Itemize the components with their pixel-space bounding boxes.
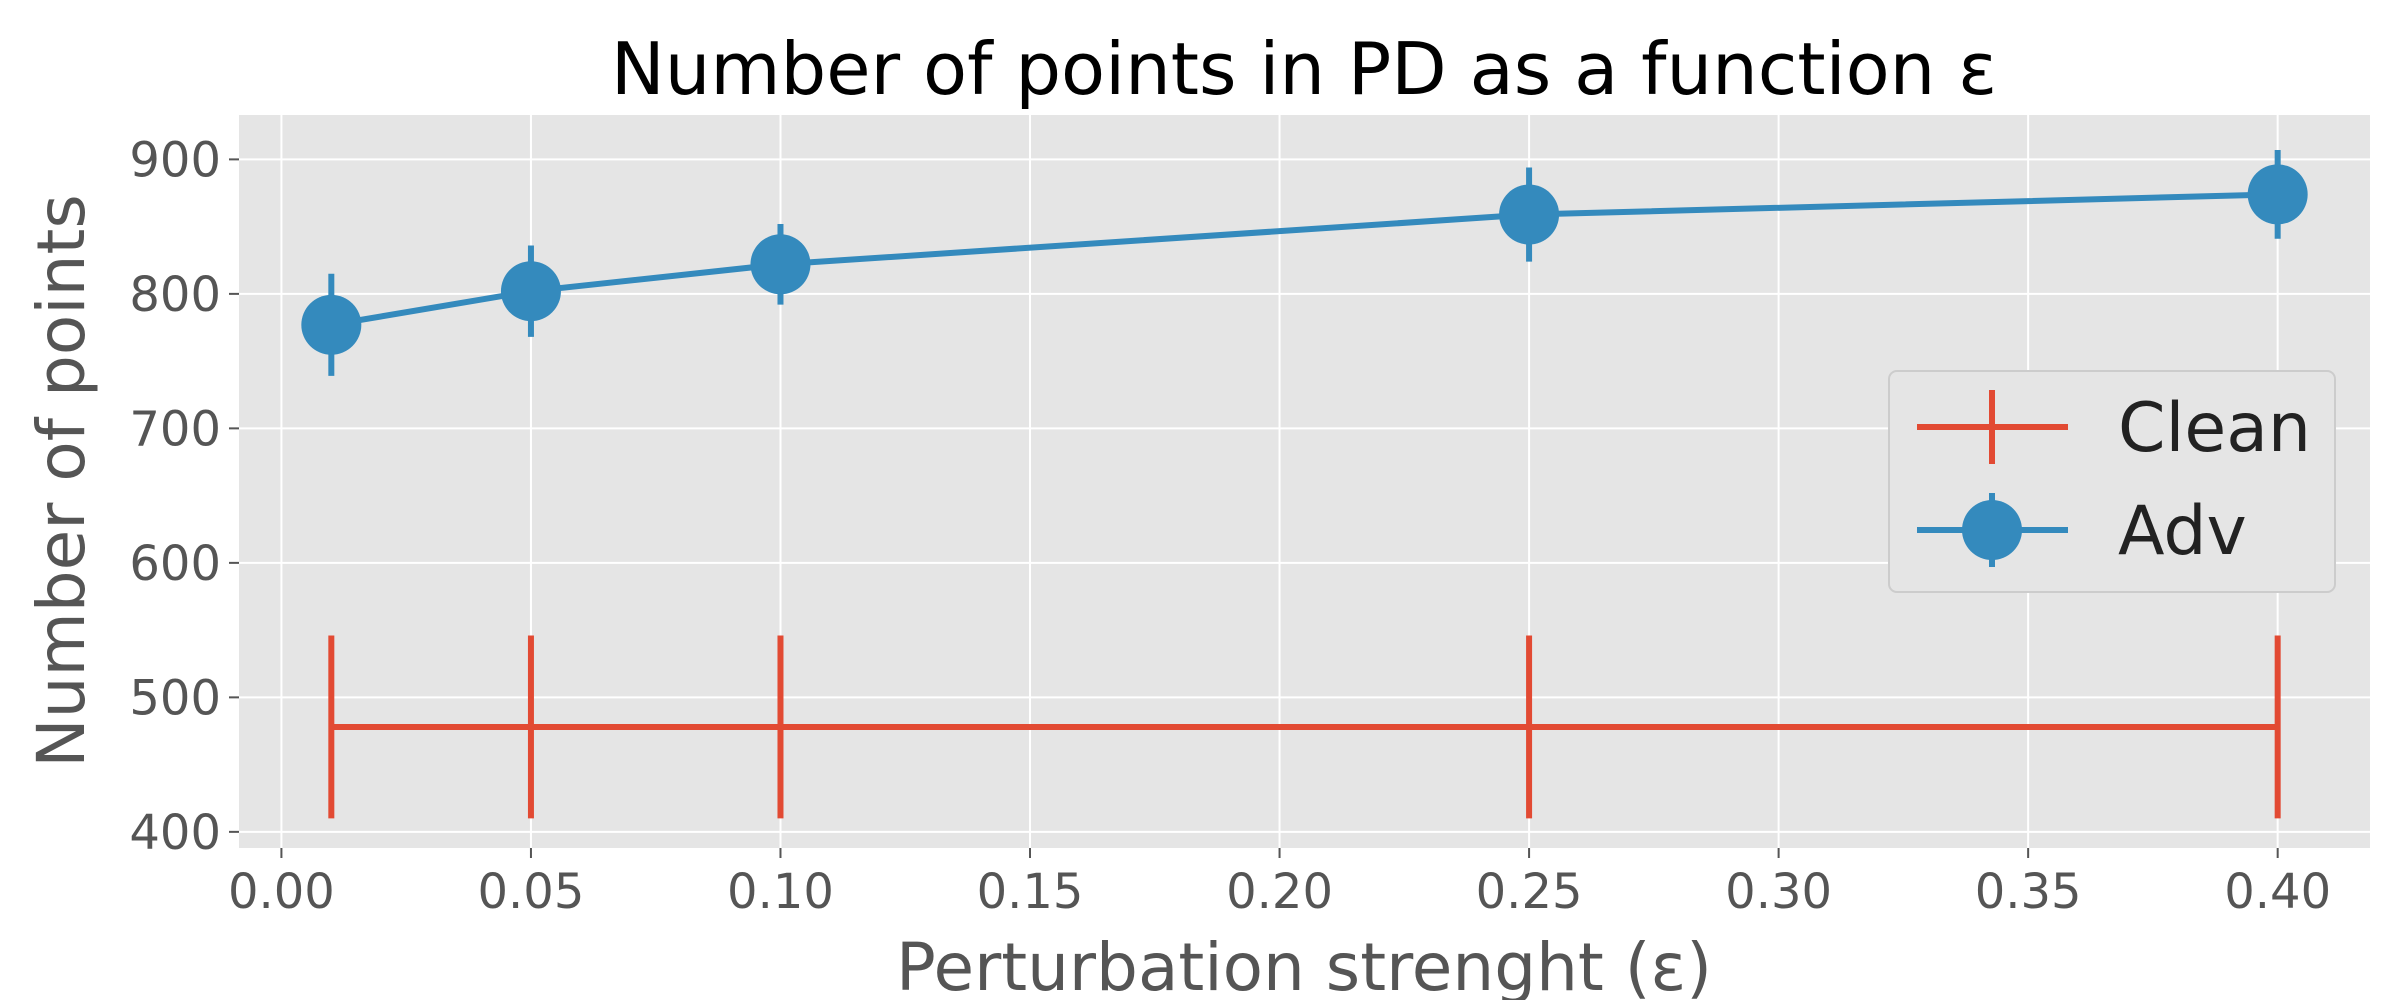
x-tick-label: 0.35 (1975, 864, 2082, 920)
y-tick-label: 400 (129, 805, 221, 861)
legend-swatch-marker (1962, 500, 2022, 560)
x-tick-label: 0.05 (478, 864, 585, 920)
adv-point (1499, 184, 1560, 245)
series-clean (328, 635, 2281, 819)
chart-title: Number of points in PD as a function ε (611, 27, 1997, 111)
adv-point (750, 234, 811, 295)
legend-label-clean: Clean (2118, 389, 2311, 468)
x-tick-label: 0.00 (228, 864, 335, 920)
legend-entry-adv: Adv (1917, 492, 2247, 571)
x-tick-label: 0.15 (977, 864, 1084, 920)
axis-ticks: 0.00 0.05 0.10 0.15 0.20 0.25 0.30 0.35 0.40 400 5… (129, 132, 2331, 920)
x-tick-label: 0.30 (1725, 864, 1832, 920)
x-tick-label: 0.10 (727, 864, 834, 920)
y-axis-label: Number of points (23, 194, 100, 767)
series-adv (301, 149, 2308, 376)
adv-point (2247, 164, 2308, 225)
legend-entry-clean: Clean (1917, 389, 2311, 468)
adv-point (301, 294, 362, 355)
y-tick-label: 800 (129, 267, 221, 323)
y-tick-label: 500 (129, 670, 221, 726)
x-axis-label: Perturbation strenght (ε) (896, 929, 1712, 1000)
legend-label-adv: Adv (2118, 492, 2247, 571)
y-tick-label: 900 (129, 132, 221, 188)
legend: Clean Adv (1888, 370, 2336, 593)
x-tick-label: 0.25 (1476, 864, 1583, 920)
x-tick-label: 0.20 (1226, 864, 1333, 920)
x-tick-label: 0.40 (2224, 864, 2331, 920)
adv-point (500, 261, 561, 322)
y-tick-label: 600 (129, 536, 221, 592)
series-layer (301, 149, 2308, 819)
y-tick-label: 700 (129, 401, 221, 457)
